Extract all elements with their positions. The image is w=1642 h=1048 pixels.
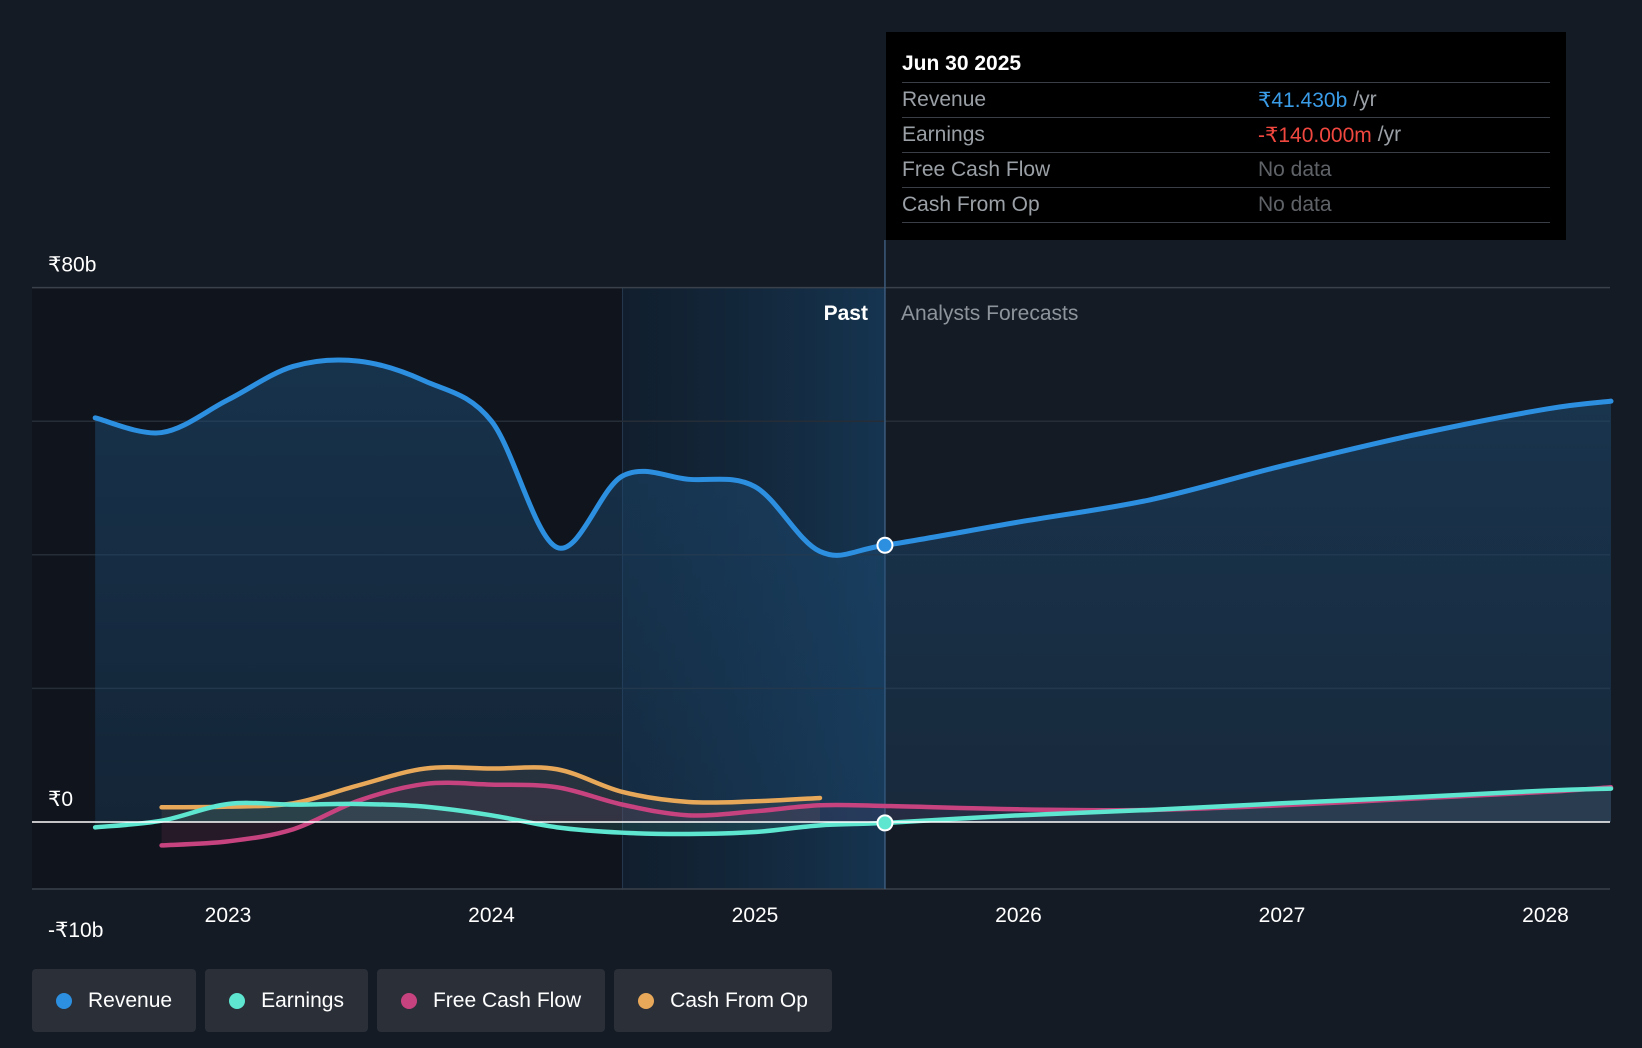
tooltip-label: Cash From Op [902, 193, 1040, 216]
tooltip-row-cash-from-op: Cash From Op No data [902, 187, 1550, 223]
tooltip-value: -₹140.000m [1258, 123, 1372, 147]
tooltip-label: Revenue [902, 88, 987, 111]
free-cash-flow-dot-icon [400, 992, 417, 1009]
forecast-label: Analysts Forecasts [901, 302, 1078, 325]
legend-item-revenue[interactable]: Revenue [32, 969, 197, 1032]
chart: ₹80b ₹0 -₹10b 2023 2024 2025 2026 2027 2028 Past A… [32, 240, 1614, 942]
tooltip-row-revenue: Revenue ₹41.430b /yr [902, 82, 1550, 117]
revenue-line [92, 357, 1614, 558]
tooltip-unit: /yr [1353, 88, 1377, 111]
tooltip-row-earnings: Earnings -₹140.000m /yr [902, 117, 1550, 152]
x-tick-label: 2023 [205, 904, 252, 927]
tooltip-value: No data [1258, 193, 1332, 216]
y-tick-label: -₹10b [48, 919, 103, 942]
legend-label: Cash From Op [670, 988, 808, 1012]
earnings-line [92, 786, 1614, 837]
legend: Revenue Earnings Free Cash Flow Cash Fro… [32, 969, 832, 1032]
earnings-dot-icon [229, 992, 246, 1009]
tooltip-value: ₹41.430b [1258, 88, 1348, 112]
tooltip-unit: /yr [1377, 123, 1402, 146]
tooltip-value: No data [1258, 158, 1332, 181]
legend-item-free-cash-flow[interactable]: Free Cash Flow [376, 969, 606, 1032]
x-tick-label: 2028 [1522, 904, 1569, 927]
legend-item-earnings[interactable]: Earnings [205, 969, 368, 1032]
revenue-marker [876, 536, 894, 554]
legend-item-cash-from-op[interactable]: Cash From Op [614, 969, 832, 1032]
x-tick-label: 2026 [995, 904, 1042, 927]
legend-label: Earnings [261, 988, 344, 1012]
y-tick-label: ₹0 [48, 788, 73, 811]
tooltip: Jun 30 2025 Revenue ₹41.430b /yr Earning… [886, 32, 1566, 240]
x-tick-label: 2024 [468, 904, 515, 927]
y-tick-label: ₹80b [48, 254, 96, 277]
x-tick-label: 2025 [732, 904, 779, 927]
tooltip-date: Jun 30 2025 [902, 52, 1022, 75]
tooltip-label: Free Cash Flow [902, 158, 1051, 181]
revenue-dot-icon [56, 992, 72, 1009]
legend-label: Revenue [88, 988, 173, 1012]
legend-label: Free Cash Flow [432, 988, 582, 1012]
revenue-area [95, 359, 1612, 822]
past-label: Past [824, 302, 868, 325]
cash-from-op-dot-icon [638, 992, 655, 1009]
tooltip-label: Earnings [902, 123, 985, 146]
x-tick-label: 2027 [1259, 904, 1306, 927]
earnings-marker [876, 814, 894, 832]
tooltip-row-free-cash-flow: Free Cash Flow No data [902, 152, 1550, 187]
